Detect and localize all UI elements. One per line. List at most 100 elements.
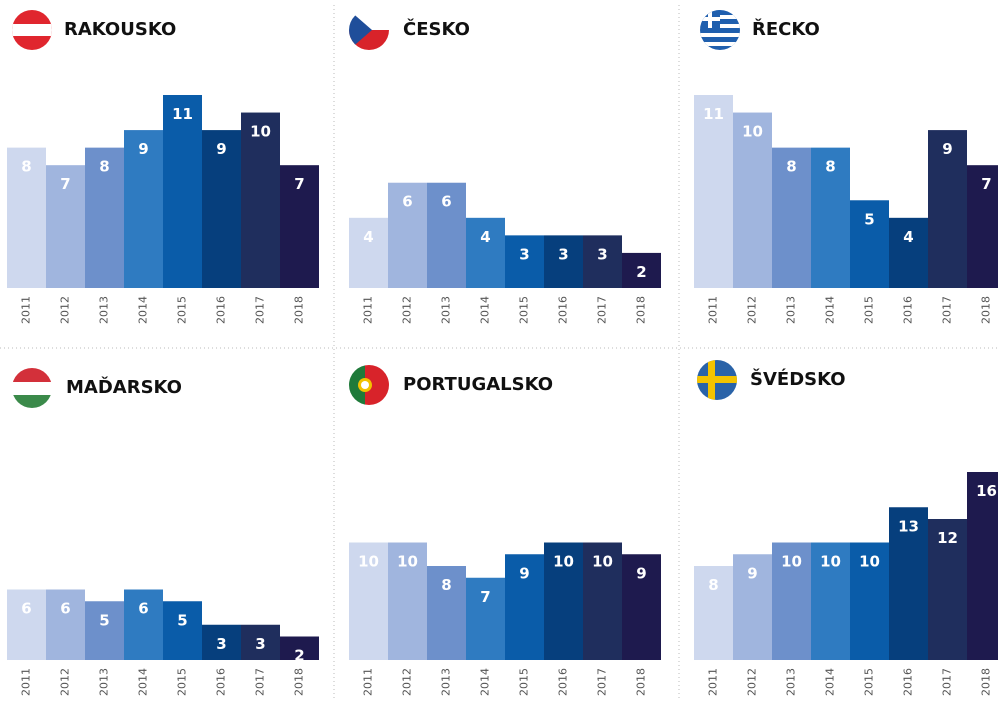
x-tick-label: 2018 — [635, 296, 648, 324]
x-tick-label: 2016 — [902, 668, 915, 696]
value-label: 8 — [825, 158, 835, 176]
bar — [889, 217, 928, 288]
bar — [466, 577, 505, 660]
x-tick-label: 2016 — [557, 668, 570, 696]
value-label: 5 — [177, 611, 187, 629]
value-label: 3 — [597, 245, 607, 263]
value-label: 4 — [363, 228, 373, 246]
x-tick-label: 2014 — [479, 668, 492, 696]
bar — [427, 566, 466, 660]
bar — [505, 554, 544, 660]
bar — [241, 624, 280, 660]
x-tick-label: 2012 — [59, 296, 72, 324]
x-tick-label: 2017 — [254, 668, 267, 696]
bar — [850, 542, 889, 660]
bar — [889, 507, 928, 660]
x-tick-label: 2018 — [293, 296, 306, 324]
chart-title: MAĎARSKO — [66, 376, 182, 398]
x-tick-label: 2012 — [401, 296, 414, 324]
x-tick-label: 2011 — [707, 668, 720, 696]
bar — [772, 147, 811, 288]
value-label: 6 — [402, 193, 412, 211]
bar — [811, 147, 850, 288]
bar — [583, 235, 622, 288]
value-label: 10 — [553, 553, 574, 571]
x-tick-label: 2017 — [941, 668, 954, 696]
x-tick-label: 2015 — [176, 668, 189, 696]
bar — [622, 554, 661, 660]
bar — [694, 95, 733, 288]
x-tick-label: 2014 — [137, 668, 150, 696]
value-label: 3 — [519, 245, 529, 263]
x-tick-label: 2013 — [785, 296, 798, 324]
value-label: 3 — [216, 635, 226, 653]
value-label: 8 — [786, 158, 796, 176]
x-tick-label: 2018 — [293, 668, 306, 696]
value-label: 3 — [558, 245, 568, 263]
bar — [427, 182, 466, 288]
x-tick-label: 2013 — [440, 296, 453, 324]
value-label: 8 — [441, 576, 451, 594]
value-label: 10 — [592, 553, 613, 571]
x-tick-label: 2012 — [746, 668, 759, 696]
value-label: 7 — [60, 175, 70, 193]
flag — [700, 10, 740, 50]
flag — [12, 10, 52, 50]
bar — [280, 636, 319, 660]
value-label: 11 — [703, 105, 724, 123]
x-tick-label: 2012 — [59, 668, 72, 696]
value-label: 2 — [636, 263, 646, 281]
value-label: 6 — [21, 600, 31, 618]
bar — [583, 542, 622, 660]
x-tick-label: 2015 — [518, 296, 531, 324]
value-label: 4 — [480, 228, 490, 246]
value-label: 10 — [781, 553, 802, 571]
bar — [388, 182, 427, 288]
value-label: 6 — [60, 600, 70, 618]
x-tick-label: 2018 — [980, 296, 993, 324]
bar — [85, 601, 124, 660]
value-label: 9 — [519, 564, 529, 582]
x-tick-label: 2016 — [557, 296, 570, 324]
value-label: 10 — [742, 123, 763, 141]
bar — [85, 147, 124, 288]
chart-title: ŘECKO — [752, 18, 820, 40]
bar — [928, 519, 967, 660]
value-label: 10 — [250, 123, 271, 141]
bar — [544, 235, 583, 288]
bar — [967, 165, 998, 288]
value-label: 10 — [859, 553, 880, 571]
value-label: 9 — [636, 564, 646, 582]
flag — [349, 10, 389, 50]
bar — [349, 542, 388, 660]
x-tick-label: 2017 — [596, 296, 609, 324]
bar — [694, 566, 733, 660]
x-tick-label: 2015 — [863, 668, 876, 696]
x-tick-label: 2014 — [137, 296, 150, 324]
x-tick-label: 2011 — [362, 668, 375, 696]
bar — [163, 95, 202, 288]
bar — [163, 601, 202, 660]
x-tick-label: 2011 — [707, 296, 720, 324]
bar — [349, 217, 388, 288]
value-label: 7 — [981, 175, 991, 193]
flag — [12, 368, 52, 408]
bar — [124, 589, 163, 660]
bar — [967, 472, 998, 660]
bar — [928, 130, 967, 288]
bar — [733, 112, 772, 288]
bar — [280, 165, 319, 288]
x-tick-label: 2017 — [254, 296, 267, 324]
flag — [697, 360, 737, 400]
value-label: 8 — [21, 158, 31, 176]
x-tick-label: 2013 — [785, 668, 798, 696]
value-label: 11 — [172, 105, 193, 123]
chart-title: PORTUGALSKO — [403, 374, 553, 395]
bar — [202, 624, 241, 660]
x-tick-label: 2017 — [596, 668, 609, 696]
value-label: 5 — [99, 611, 109, 629]
value-label: 13 — [898, 517, 919, 535]
x-tick-label: 2013 — [98, 296, 111, 324]
value-label: 10 — [820, 553, 841, 571]
